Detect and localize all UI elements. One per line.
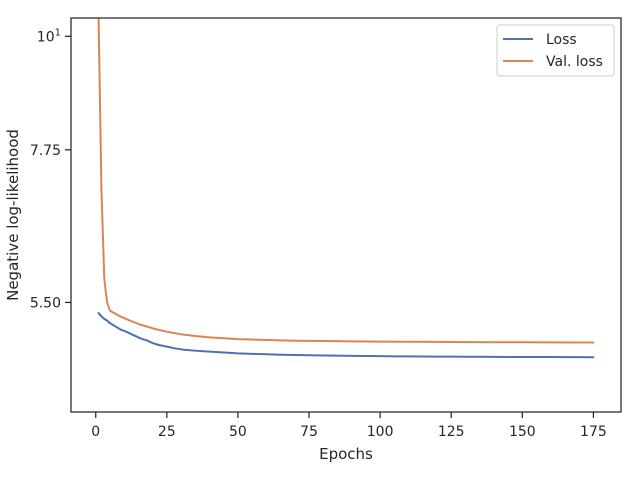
legend-label-1: Val. loss <box>546 54 603 70</box>
x-tick-label: 0 <box>91 424 100 440</box>
series-line-1 <box>97 17 595 344</box>
legend-box <box>496 24 615 77</box>
x-tick-label: 75 <box>300 424 318 440</box>
x-tick-label: 25 <box>158 424 176 440</box>
x-tick-label: 175 <box>580 424 607 440</box>
plot-frame <box>70 17 622 413</box>
y-tick-label: 5.50 <box>30 295 61 311</box>
y-tick-label: 7.75 <box>30 143 61 159</box>
series-line-0 <box>97 312 595 359</box>
x-tick-label: 100 <box>367 424 394 440</box>
series-layer <box>97 17 595 359</box>
x-tick-label: 125 <box>438 424 465 440</box>
x-tick-label: 150 <box>509 424 536 440</box>
legend-label-0: Loss <box>546 32 577 48</box>
y-axis-label: Negative log-likelihood <box>4 129 22 301</box>
legend: Loss Val. loss <box>496 24 615 77</box>
x-axis-label: Epochs <box>319 445 373 463</box>
x-tick-label: 50 <box>229 424 247 440</box>
x-axis: 0 25 50 75 100 125 150 175 <box>91 412 607 440</box>
